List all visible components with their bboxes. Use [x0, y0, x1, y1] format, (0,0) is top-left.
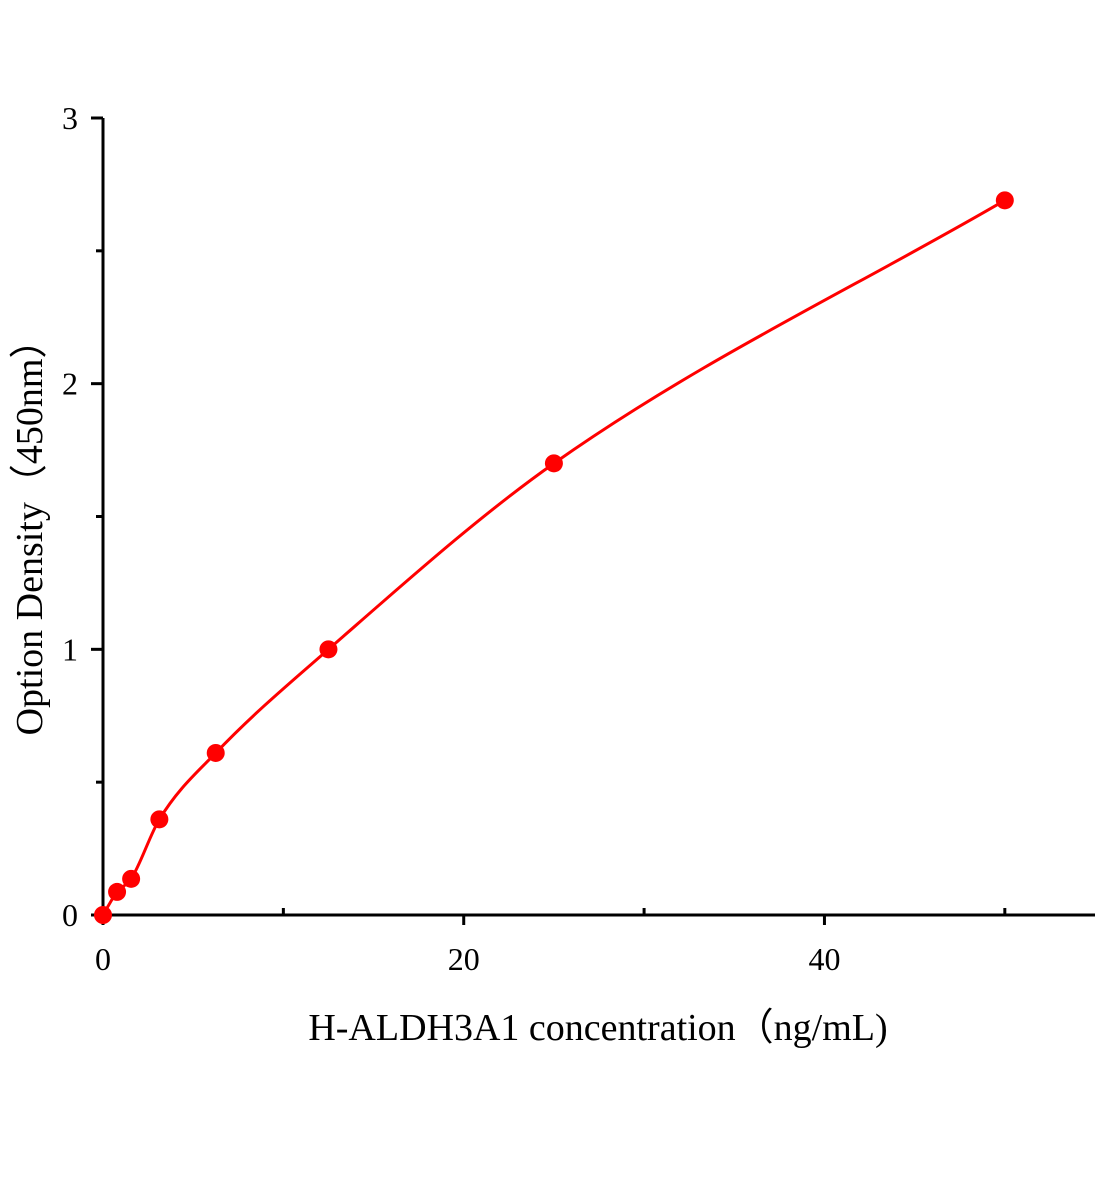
- y-axis-label: Option Density（450nm）: [9, 321, 51, 736]
- data-point: [94, 906, 112, 924]
- y-tick-label: 1: [62, 631, 78, 667]
- y-tick-label: 0: [62, 897, 78, 933]
- data-point: [544, 454, 563, 473]
- data-point: [319, 640, 338, 659]
- ticks: 0 20 40 0 1 2 3: [62, 100, 1007, 977]
- x-tick-label: 20: [448, 941, 480, 977]
- data-points: [94, 191, 1014, 924]
- data-point: [150, 810, 169, 829]
- y-tick-label: 3: [62, 100, 78, 136]
- x-tick-label: 40: [808, 941, 840, 977]
- data-point: [122, 869, 141, 888]
- fit-curve: [101, 199, 1006, 916]
- x-axis-label: H-ALDH3A1 concentration（ng/mL): [308, 1007, 887, 1049]
- data-point: [206, 743, 225, 762]
- x-tick-label: 0: [95, 941, 111, 977]
- data-point: [108, 882, 127, 901]
- data-point: [995, 191, 1014, 210]
- y-tick-label: 2: [62, 366, 78, 402]
- axes: [101, 118, 1095, 917]
